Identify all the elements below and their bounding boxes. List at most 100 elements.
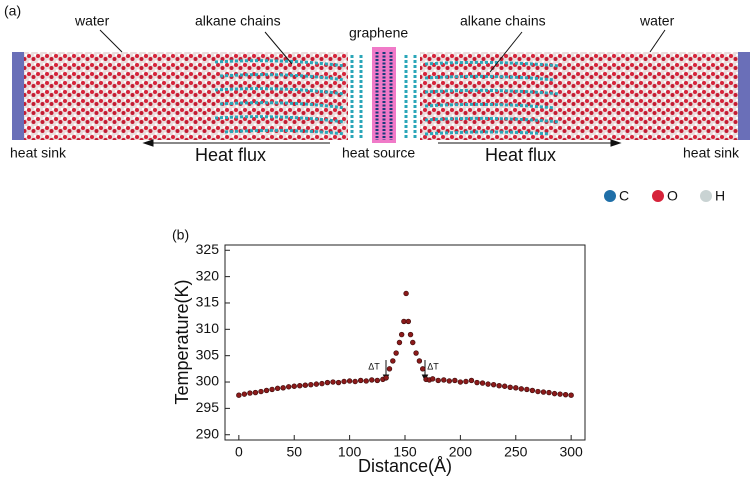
heat-sink: [12, 52, 24, 140]
data-point: [413, 350, 419, 356]
label-heat-source: heat source: [342, 145, 415, 161]
data-point: [562, 391, 569, 398]
data-point: [280, 385, 286, 391]
y-tick-label: 310: [196, 320, 220, 336]
data-point: [274, 385, 281, 392]
water-region: [420, 52, 746, 140]
data-point: [357, 377, 364, 384]
alkane-chains: [214, 55, 561, 140]
y-axis-label: Temperature(K): [172, 279, 192, 404]
data-point: [263, 387, 270, 394]
data-point: [416, 358, 423, 364]
data-point: [291, 383, 297, 389]
data-point: [269, 386, 275, 393]
graphene-sheets: [375, 52, 393, 140]
data-point: [247, 390, 253, 396]
data-point: [346, 378, 353, 384]
label-alkane: alkane chains: [195, 13, 281, 29]
legend-swatch: [604, 190, 616, 202]
legend-label: H: [715, 188, 725, 204]
data-point: [420, 366, 426, 372]
data-point: [258, 388, 264, 395]
data-point: [369, 377, 375, 383]
data-point: [540, 389, 547, 395]
plot-frame: [224, 244, 586, 441]
x-tick-label: 50: [286, 444, 302, 460]
data-point: [546, 389, 552, 396]
data-point: [485, 381, 491, 387]
data-point: [241, 391, 248, 397]
legend-label: C: [619, 188, 629, 204]
panel-label: (a): [4, 3, 21, 19]
x-tick-label: 300: [559, 444, 583, 460]
pointer-arrows: [99, 29, 666, 147]
data-point: [551, 390, 558, 397]
data-point: [335, 379, 342, 386]
data-point: [363, 378, 369, 384]
legend-swatch: [700, 190, 712, 202]
data-point: [383, 375, 389, 381]
label-heat-flux: Heat flux: [485, 145, 556, 165]
data-point: [252, 389, 259, 396]
data-point: [501, 383, 508, 389]
data-point: [535, 388, 541, 395]
y-tick-label: 320: [196, 267, 220, 283]
data-point: [513, 385, 519, 391]
data-point: [479, 380, 486, 386]
data-point: [236, 392, 242, 398]
data-point: [474, 379, 480, 386]
data-point: [324, 379, 331, 386]
data-point: [401, 318, 407, 325]
data-point: [403, 290, 409, 297]
data-point: [429, 376, 436, 382]
heat-sink: [738, 52, 750, 140]
data-point: [390, 358, 396, 364]
legend-swatch: [652, 190, 664, 202]
data-point: [457, 379, 464, 385]
data-point: [352, 378, 358, 385]
data-point: [529, 387, 536, 394]
data-point: [496, 383, 502, 389]
data-point: [374, 377, 381, 384]
data-point: [463, 378, 469, 385]
data-point: [308, 381, 314, 388]
data-point: [468, 377, 475, 384]
y-tick-label: 305: [196, 346, 220, 362]
data-point: [524, 386, 530, 393]
y-tick-label: 315: [196, 294, 220, 310]
x-tick-label: 0: [235, 444, 243, 460]
x-axis-label: Distance(Å): [358, 456, 452, 476]
label-water: water: [639, 13, 675, 29]
label-heat-sink: heat sink: [10, 145, 67, 161]
panel-label: (b): [172, 227, 189, 243]
label-water: water: [74, 13, 110, 29]
data-point: [341, 378, 347, 385]
data-point: [302, 382, 309, 388]
data-point: [386, 366, 393, 372]
data-point: [285, 384, 292, 390]
data-point: [410, 339, 416, 346]
y-tick-label: 325: [196, 241, 220, 257]
annotation: ΔT: [427, 361, 439, 371]
data-point: [393, 350, 399, 356]
data-point: [396, 339, 403, 346]
data-point: [490, 381, 497, 388]
data-point: [435, 377, 441, 384]
data-point: [446, 378, 453, 384]
y-tick-label: 295: [196, 399, 220, 415]
data-point: [452, 377, 458, 384]
data-point: [441, 377, 447, 383]
data-point: [319, 380, 325, 387]
data-point: [507, 384, 513, 390]
label-heat-flux: Heat flux: [195, 145, 266, 165]
water-region: [12, 52, 348, 140]
x-tick-label: 200: [449, 444, 473, 460]
label-alkane: alkane chains: [460, 13, 546, 29]
y-tick-label: 300: [196, 373, 220, 389]
data-point: [568, 392, 574, 398]
data-point: [330, 379, 336, 385]
data-point: [407, 331, 414, 338]
label-heat-sink: heat sink: [683, 145, 740, 161]
